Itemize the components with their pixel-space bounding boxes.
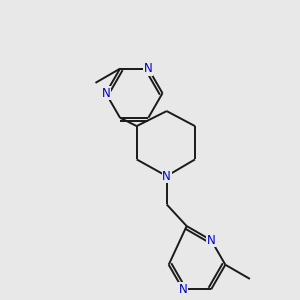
Text: N: N xyxy=(178,283,187,296)
Text: N: N xyxy=(144,62,153,75)
Text: N: N xyxy=(207,234,216,247)
Text: N: N xyxy=(101,87,110,100)
Text: N: N xyxy=(162,169,171,183)
